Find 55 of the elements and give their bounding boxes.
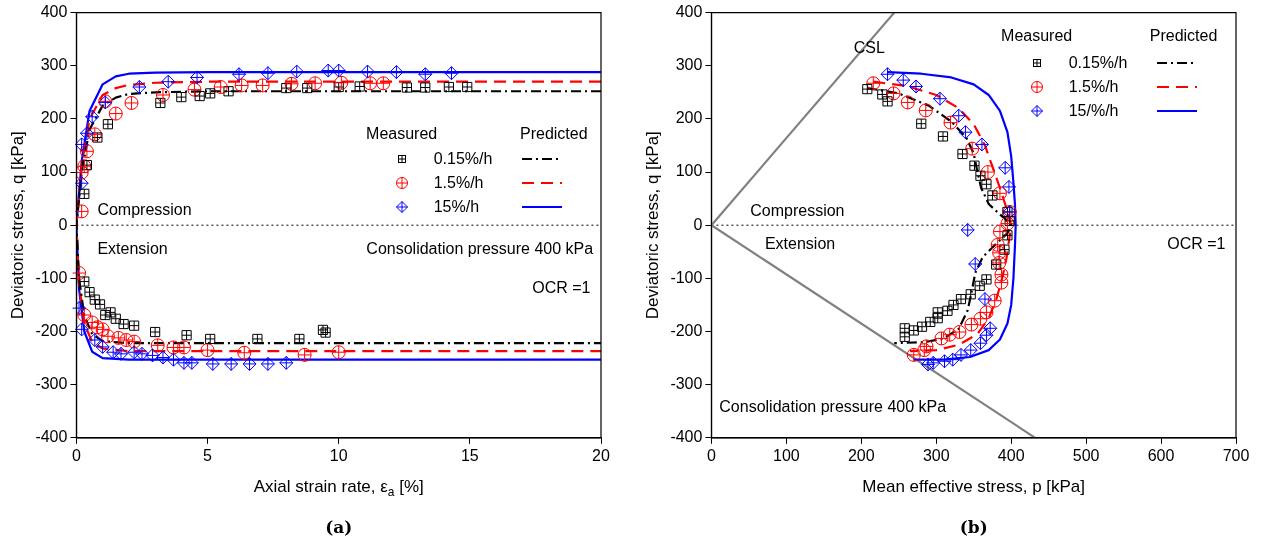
annotation: Consolidation pressure 400 kPa xyxy=(366,240,594,258)
y-tick-label: 200 xyxy=(675,109,703,127)
annotation: Predicted xyxy=(519,125,588,143)
y-axis-title: Deviatoric stress, q [kPa] xyxy=(7,131,27,320)
y-tick-label: 100 xyxy=(40,162,68,180)
annotation: Extension xyxy=(764,235,836,253)
legend-label: 0.15%/h xyxy=(433,149,493,170)
y-tick-label: -200 xyxy=(35,321,68,339)
y-tick-label: -400 xyxy=(670,428,703,446)
x-tick-label: 0 xyxy=(706,446,716,464)
y-tick-label: -300 xyxy=(35,375,68,393)
y-tick-label: -100 xyxy=(670,268,703,286)
y-tick-label: -100 xyxy=(35,268,68,286)
y-axis-title: Deviatoric stress, q [kPa] xyxy=(642,131,662,320)
annotation: Extension xyxy=(97,240,168,258)
legend-label: 0.15%/h xyxy=(1068,52,1128,73)
legend-label: 1.5%/h xyxy=(1068,76,1119,97)
y-tick-label: 0 xyxy=(693,215,703,233)
y-tick-label: 200 xyxy=(40,109,68,127)
x-tick-label: 20 xyxy=(592,446,610,464)
series-label: CSL xyxy=(853,39,885,57)
y-tick-label: -200 xyxy=(670,321,703,339)
annotation: Compression xyxy=(97,200,192,218)
y-tick-label: 400 xyxy=(675,3,703,21)
legend-label: 15%/h xyxy=(433,197,480,218)
annotation: Measured xyxy=(1001,26,1073,44)
y-tick-label: -300 xyxy=(670,375,703,393)
annotation: Consolidation pressure 400 kPa xyxy=(719,397,947,415)
x-tick-label: 10 xyxy=(329,446,348,464)
y-tick-label: 400 xyxy=(40,3,68,21)
text: (a) xyxy=(325,517,353,538)
x-tick-label: 400 xyxy=(997,446,1025,464)
x-tick-label: 15 xyxy=(460,446,479,464)
annotation: Measured xyxy=(366,125,438,143)
x-tick-label: 0 xyxy=(71,446,81,464)
legend-label: 15/%/h xyxy=(1068,100,1119,121)
x-tick-label: 100 xyxy=(773,446,800,464)
text: (b) xyxy=(959,517,988,538)
y-tick-label: 300 xyxy=(675,56,703,74)
y-tick-label: -400 xyxy=(35,428,68,446)
x-tick-label: 200 xyxy=(847,446,875,464)
annotation: Predicted xyxy=(1149,26,1218,44)
x-tick-label: 600 xyxy=(1147,446,1175,464)
x-axis-title: Mean effective stress, p [kPa] xyxy=(862,477,1086,497)
y-tick-label: 0 xyxy=(58,215,68,233)
x-tick-label: 5 xyxy=(203,446,213,464)
y-tick-label: 300 xyxy=(40,56,68,74)
annotation: OCR =1 xyxy=(1167,235,1226,253)
y-tick-label: 100 xyxy=(675,162,703,180)
annotation: OCR =1 xyxy=(532,279,591,297)
legend-label: 1.5%/h xyxy=(433,173,484,194)
x-tick-label: 700 xyxy=(1222,446,1250,464)
x-tick-label: 300 xyxy=(922,446,950,464)
annotation: Compression xyxy=(750,201,845,219)
x-tick-label: 500 xyxy=(1072,446,1100,464)
